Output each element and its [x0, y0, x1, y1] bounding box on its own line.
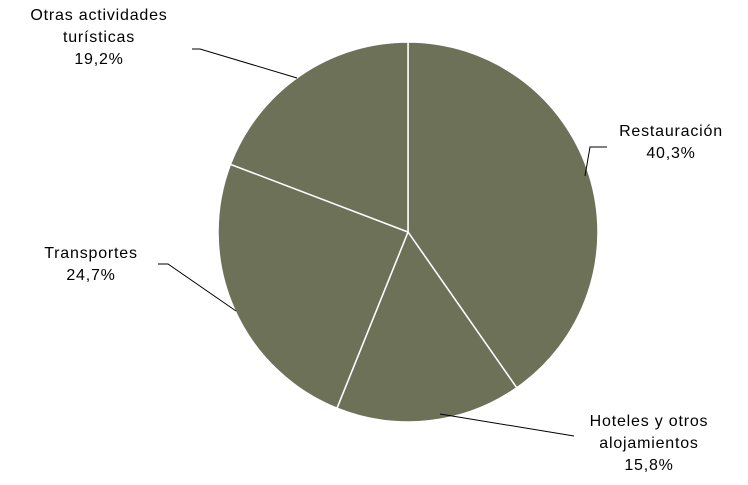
leader-line-restauracion: [584, 146, 607, 177]
leader-line-hoteles-y-otros-alojamientos: [439, 413, 575, 437]
pie-slice-hoteles-y-otros-alojamientos: [335, 230, 518, 423]
slice-category-label: Otras actividades: [30, 7, 167, 24]
pie-slice-restauracion: [407, 41, 599, 389]
slice-category-label: alojamientos: [599, 435, 698, 452]
slice-category-label: turísticas: [63, 29, 135, 46]
data-label-otras-actividades-turisticas: Otras actividades turísticas 19,2%: [30, 7, 167, 68]
slice-value-label: 19,2%: [74, 51, 123, 68]
slice-labels: Restauración 40,3% Hoteles y otros alojamie…: [30, 7, 723, 474]
data-label-restauracion: Restauración 40,3%: [619, 123, 723, 162]
slice-value-label: 40,3%: [646, 145, 695, 162]
slice-category-label: Hoteles y otros: [590, 413, 709, 430]
leader-line-transportes: [158, 263, 237, 312]
data-label-hoteles-y-otros-alojamientos: Hoteles y otros alojamientos 15,8%: [590, 413, 709, 474]
leader-line-otras-actividades-turisticas: [192, 48, 298, 79]
pie-slices: [217, 41, 599, 423]
slice-category-label: Restauración: [619, 123, 723, 140]
data-label-transportes: Transportes 24,7%: [44, 245, 138, 284]
slice-value-label: 24,7%: [66, 267, 115, 284]
slice-value-label: 15,8%: [624, 457, 673, 474]
slice-category-label: Transportes: [44, 245, 138, 262]
leader-lines: [158, 48, 607, 437]
pie-slice-otras-actividades-turisticas: [229, 41, 409, 234]
pie-slice-transportes: [217, 163, 409, 410]
